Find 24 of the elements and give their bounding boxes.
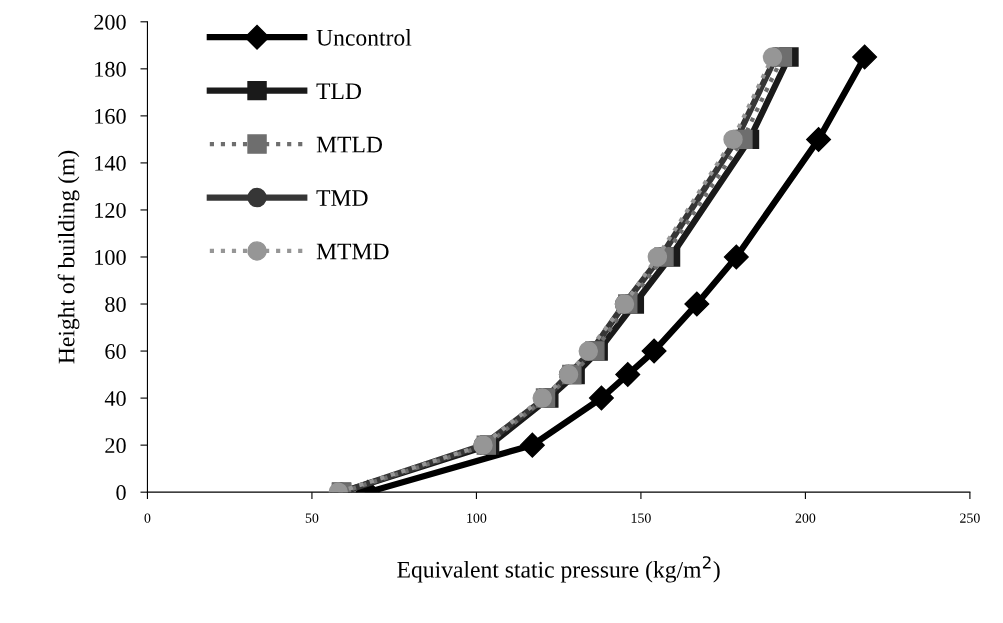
x-tick-label: 150 — [631, 513, 651, 523]
y-tick-label: 140 — [95, 155, 126, 171]
x-tick-label: 250 — [960, 513, 980, 523]
y-axis-title: Height of building (m) — [57, 150, 80, 364]
y-tick-label: 40 — [104, 391, 126, 407]
x-tick-label: 100 — [467, 513, 487, 523]
legend-label: TLD — [316, 83, 362, 99]
x-tick-label: 50 — [305, 513, 319, 523]
y-tick-label: 60 — [105, 343, 126, 359]
y-tick-label: 200 — [94, 14, 126, 30]
legend-label: MTLD — [316, 136, 383, 153]
legend-label: Uncontrol — [316, 29, 412, 46]
x-tick-label: 0 — [144, 513, 151, 523]
legend-label: MTMD — [316, 243, 389, 260]
y-tick-label: 20 — [105, 438, 126, 454]
y-tick-label: 180 — [95, 61, 126, 77]
y-tick-label: 80 — [105, 296, 126, 312]
x-tick-label: 200 — [795, 513, 816, 523]
y-tick-label: 0 — [116, 485, 126, 501]
y-tick-label: 100 — [95, 249, 126, 265]
y-tick-label: 160 — [95, 108, 126, 124]
x-axis-title: Equivalent static pressure (kg/m$^{2}$) — [397, 556, 720, 583]
legend-label: TMD — [316, 190, 368, 206]
y-tick-label: 120 — [95, 202, 126, 218]
